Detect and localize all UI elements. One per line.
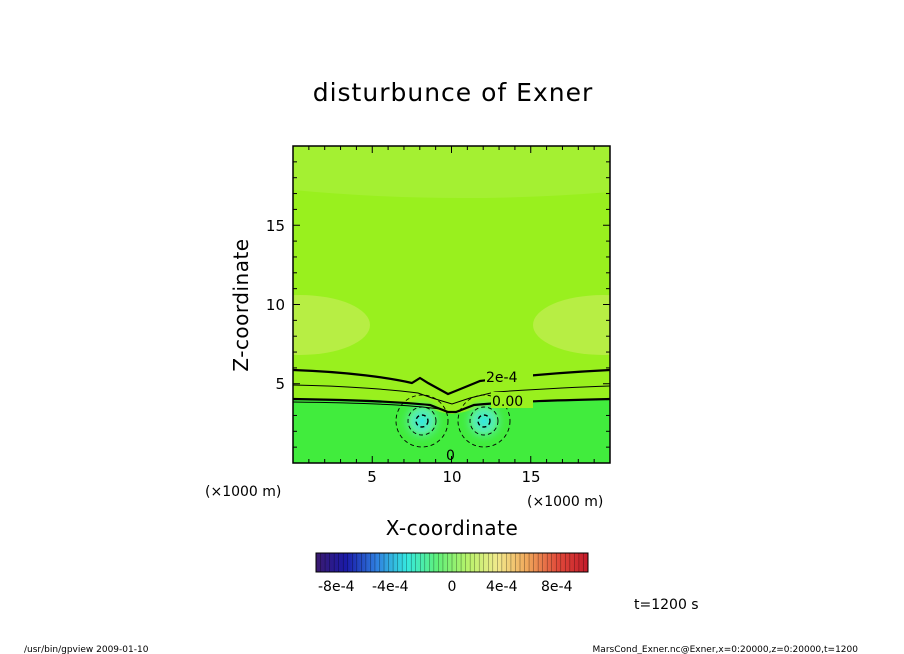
contour-label-1: 2e-4 (486, 370, 518, 386)
colorbar-tick-pos4: 4e-4 (486, 579, 518, 595)
anomaly-right (460, 397, 508, 445)
axis-ticks (293, 146, 610, 463)
negative-contours (395, 394, 511, 448)
neg-contour-right-inner (477, 414, 491, 428)
footer-left: /usr/bin/gpview 2009-01-10 (24, 645, 149, 654)
contour-1e-4 (292, 384, 611, 405)
footer-right: MarsCond_Exner.nc@Exner,x=0:20000,z=0:20… (593, 645, 859, 654)
field-band-right (533, 295, 610, 355)
colorbar-frame (315, 552, 589, 573)
field-band-left (293, 295, 370, 355)
contour-zero (292, 397, 611, 414)
chart-title: disturbunce of Exner (313, 78, 594, 107)
x-tick-label-15: 15 (521, 468, 540, 486)
plot-field (293, 146, 610, 463)
colorbar-tick-neg8: -8e-4 (318, 579, 355, 595)
contour-label-bg-2 (491, 392, 533, 408)
contour-small (292, 401, 441, 410)
contour-lines (292, 368, 611, 414)
colorbar-tick-pos8: 8e-4 (541, 579, 573, 595)
neg-contour-right-mid (469, 406, 499, 436)
y-tick-label-10: 10 (266, 296, 285, 314)
field-lower-region (293, 398, 610, 463)
colorbar-tick-neg4: -4e-4 (372, 579, 409, 595)
x-tick-label-5: 5 (367, 468, 377, 486)
contour-label-2: 0.00 (492, 394, 523, 410)
x-unit-label: (×1000 m) (527, 494, 603, 510)
neg-contour-left-inner (415, 414, 429, 428)
field-top-shade (293, 146, 610, 199)
neg-contour-left-mid (407, 406, 437, 436)
contour-label-bg-1 (485, 368, 533, 384)
neg-contour-left-outer (395, 394, 449, 448)
anomaly-left (398, 397, 446, 445)
y-axis-label: Z-coordinate (229, 238, 253, 371)
colorbar-stripes (320, 553, 584, 572)
time-label: t=1200 s (634, 597, 699, 613)
y-tick-label-15: 15 (266, 217, 285, 235)
colorbar-tick-zero: 0 (448, 579, 457, 595)
neg-contour-right-outer (457, 394, 511, 448)
x-axis-label: X-coordinate (386, 516, 519, 540)
contour-label-3: 0 (446, 448, 455, 464)
y-unit-label: (×1000 m) (205, 484, 281, 500)
x-tick-label-10: 10 (442, 468, 461, 486)
contour-2e-4 (292, 368, 611, 396)
y-tick-label-5: 5 (275, 375, 285, 393)
